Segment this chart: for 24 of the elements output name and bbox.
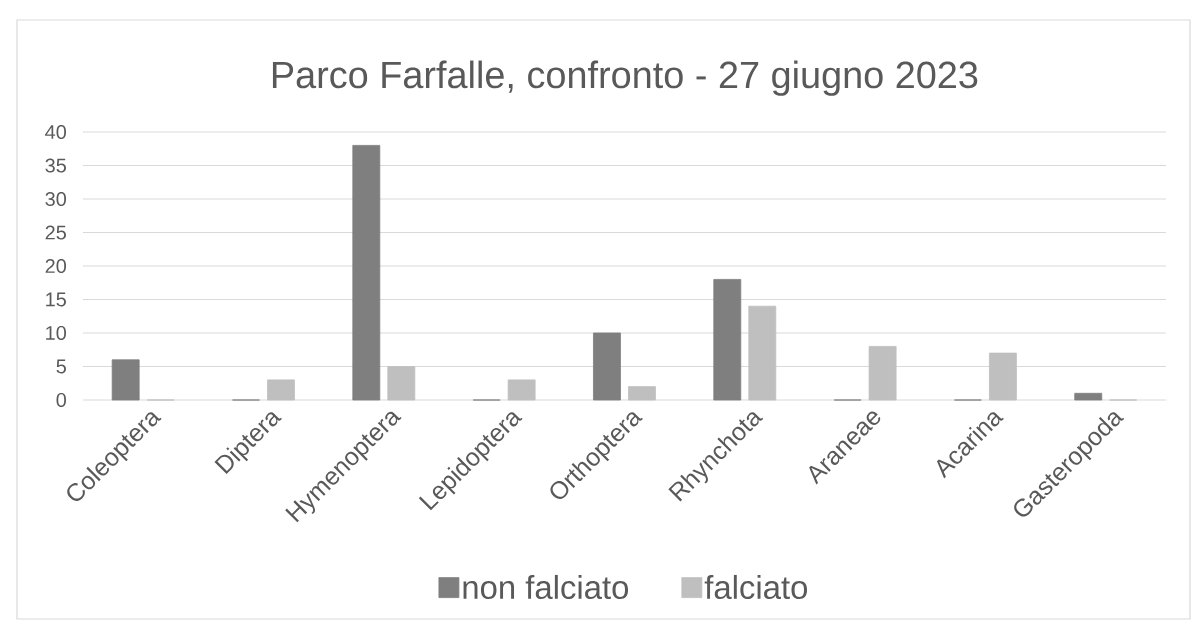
bar xyxy=(628,386,656,401)
bar xyxy=(593,332,621,401)
bar xyxy=(989,352,1017,401)
bar xyxy=(748,305,777,401)
y-tick-label: 15 xyxy=(46,292,66,307)
bar xyxy=(868,346,897,401)
y-tick-label: 10 xyxy=(46,325,67,341)
bar xyxy=(352,145,381,401)
bar xyxy=(713,279,742,401)
bar xyxy=(387,366,416,401)
bar xyxy=(111,359,140,401)
y-tick-label: 5 xyxy=(56,359,66,374)
legend-label: non falciato xyxy=(463,574,629,600)
y-tick-label: 40 xyxy=(45,124,67,140)
y-tick-label: 20 xyxy=(45,258,67,274)
y-tick-label: 0 xyxy=(56,392,67,408)
chart-title: Parco Farfalle, confronto - 27 giugno 2023 xyxy=(272,60,978,96)
bar xyxy=(507,379,536,401)
y-tick-label: 30 xyxy=(45,191,67,207)
y-tick-label: 25 xyxy=(45,225,66,240)
legend-label: falciato xyxy=(704,574,808,600)
y-tick-label: 35 xyxy=(45,158,66,173)
bar xyxy=(267,379,295,401)
bar xyxy=(1074,392,1103,401)
